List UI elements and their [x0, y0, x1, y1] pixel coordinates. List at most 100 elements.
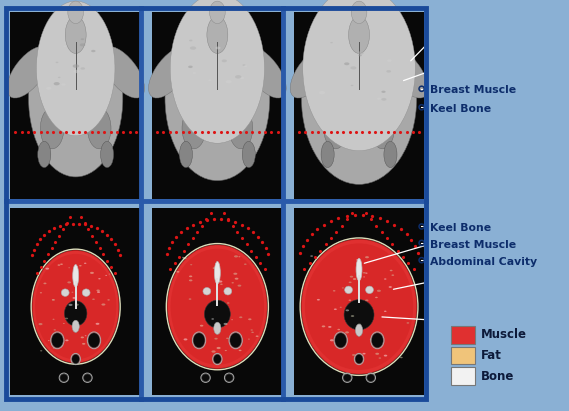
Ellipse shape — [208, 79, 212, 81]
Point — [115, 252, 124, 259]
Ellipse shape — [391, 275, 394, 276]
Ellipse shape — [372, 333, 384, 348]
Ellipse shape — [227, 302, 229, 304]
Ellipse shape — [350, 276, 353, 277]
Point — [351, 129, 360, 135]
Point — [415, 129, 424, 135]
Ellipse shape — [237, 339, 241, 342]
Point — [241, 129, 250, 135]
Point — [261, 129, 270, 135]
Ellipse shape — [384, 311, 386, 312]
Ellipse shape — [233, 272, 237, 275]
Ellipse shape — [239, 350, 241, 351]
Point — [348, 210, 357, 217]
Point — [102, 232, 112, 238]
Ellipse shape — [406, 322, 409, 324]
Ellipse shape — [101, 141, 114, 168]
Ellipse shape — [343, 374, 351, 381]
Point — [40, 257, 49, 264]
Ellipse shape — [305, 243, 413, 370]
Ellipse shape — [182, 108, 205, 149]
Point — [32, 270, 42, 276]
Ellipse shape — [58, 77, 60, 78]
Point — [152, 129, 162, 135]
Ellipse shape — [184, 338, 187, 340]
Ellipse shape — [73, 64, 79, 68]
Ellipse shape — [52, 319, 55, 320]
Point — [345, 129, 354, 135]
Point — [395, 129, 405, 135]
Ellipse shape — [377, 97, 381, 100]
Ellipse shape — [226, 337, 229, 339]
Point — [166, 266, 175, 272]
Ellipse shape — [229, 108, 253, 149]
Point — [248, 129, 257, 135]
Ellipse shape — [80, 67, 85, 70]
Ellipse shape — [63, 46, 66, 47]
Ellipse shape — [46, 268, 49, 270]
Ellipse shape — [378, 358, 381, 359]
Ellipse shape — [351, 315, 354, 317]
Point — [131, 129, 141, 135]
Ellipse shape — [390, 270, 393, 271]
FancyBboxPatch shape — [75, 282, 77, 309]
Text: Keel Bone: Keel Bone — [430, 223, 490, 233]
Ellipse shape — [81, 38, 84, 40]
Ellipse shape — [213, 267, 216, 269]
Point — [364, 129, 373, 135]
Ellipse shape — [59, 344, 63, 346]
Ellipse shape — [367, 374, 375, 381]
Point — [237, 221, 246, 228]
Point — [375, 215, 384, 222]
Point — [119, 129, 128, 135]
Ellipse shape — [213, 354, 221, 364]
Ellipse shape — [63, 323, 65, 324]
Ellipse shape — [330, 42, 333, 43]
Ellipse shape — [220, 284, 222, 285]
Point — [377, 229, 386, 235]
Ellipse shape — [214, 322, 221, 334]
Text: Bone: Bone — [481, 369, 514, 383]
Point — [80, 221, 89, 228]
Point — [407, 237, 416, 243]
Point — [224, 216, 233, 223]
Point — [326, 129, 335, 135]
Point — [62, 220, 71, 226]
Ellipse shape — [72, 297, 76, 299]
Ellipse shape — [225, 350, 227, 351]
Ellipse shape — [231, 319, 233, 320]
Point — [197, 129, 206, 135]
Point — [17, 129, 26, 135]
Ellipse shape — [356, 259, 360, 261]
Ellipse shape — [65, 16, 86, 53]
Point — [398, 254, 407, 260]
Ellipse shape — [188, 66, 193, 68]
Ellipse shape — [234, 278, 238, 280]
Ellipse shape — [328, 326, 332, 328]
Point — [216, 216, 225, 223]
Ellipse shape — [217, 347, 221, 349]
Point — [168, 239, 177, 245]
Ellipse shape — [250, 329, 253, 331]
Ellipse shape — [242, 141, 255, 168]
Ellipse shape — [179, 141, 192, 168]
Point — [216, 129, 225, 135]
Point — [402, 231, 411, 238]
Point — [110, 270, 119, 276]
Point — [112, 129, 121, 135]
Ellipse shape — [330, 339, 334, 341]
Point — [88, 232, 97, 239]
Ellipse shape — [358, 55, 362, 56]
Ellipse shape — [81, 337, 84, 338]
Ellipse shape — [90, 272, 94, 274]
Point — [47, 245, 56, 252]
Point — [182, 225, 191, 231]
Point — [202, 216, 211, 223]
Ellipse shape — [239, 316, 242, 318]
Point — [177, 229, 186, 236]
Point — [249, 229, 258, 236]
Ellipse shape — [387, 59, 391, 62]
Point — [251, 254, 260, 260]
Ellipse shape — [310, 255, 313, 257]
Point — [332, 229, 341, 235]
